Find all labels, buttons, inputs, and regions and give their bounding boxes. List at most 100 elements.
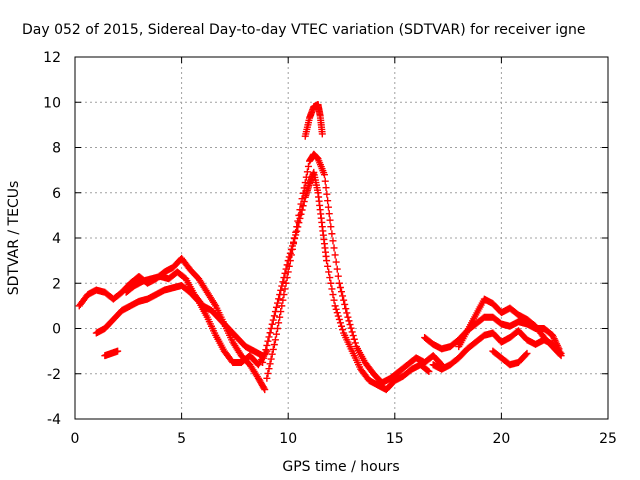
data-point — [265, 333, 273, 341]
series-track-g — [301, 101, 326, 140]
data-point — [334, 272, 342, 280]
data-point — [267, 325, 275, 332]
data-point — [261, 350, 269, 358]
data-point — [556, 351, 564, 359]
data-point — [425, 367, 433, 375]
y-tick-label: 10 — [43, 95, 61, 111]
x-tick-label: 10 — [279, 431, 297, 447]
data-point — [342, 305, 350, 313]
y-tick-label: 6 — [52, 186, 61, 202]
data-point — [279, 296, 287, 304]
data-point — [323, 257, 331, 265]
x-tick-labels: 0 5 10 15 20 25 — [71, 431, 617, 447]
data-points-layer — [75, 101, 565, 394]
x-tick-label: 5 — [177, 431, 186, 447]
data-point — [264, 369, 272, 377]
data-point — [265, 365, 273, 373]
data-point — [269, 345, 277, 353]
data-point — [328, 230, 336, 238]
data-point — [276, 313, 284, 321]
data-point — [298, 195, 306, 203]
data-point — [424, 367, 432, 375]
x-tick-label: 25 — [599, 431, 617, 447]
data-point — [304, 162, 312, 170]
data-point — [321, 177, 329, 185]
data-point — [338, 288, 345, 296]
data-point — [324, 262, 332, 270]
data-point — [348, 328, 356, 336]
data-point — [346, 321, 354, 329]
data-point — [338, 322, 345, 330]
y-tick-label: 2 — [52, 276, 61, 292]
data-point — [343, 309, 351, 317]
data-point — [296, 206, 304, 214]
data-point — [333, 309, 341, 317]
data-point — [330, 296, 338, 304]
ticks-layer — [74, 56, 609, 420]
data-point — [281, 285, 289, 293]
data-point — [351, 339, 359, 347]
data-point — [339, 292, 347, 300]
y-tick-label: -4 — [47, 412, 61, 428]
data-point — [341, 300, 349, 308]
data-point — [267, 355, 275, 363]
data-point — [336, 319, 344, 327]
data-point — [331, 302, 339, 310]
grid-layer — [75, 57, 608, 419]
data-point — [278, 302, 286, 310]
chart-title: Day 052 of 2015, Sidereal Day-to-day VTE… — [22, 22, 585, 38]
data-point — [260, 384, 268, 392]
data-point — [318, 130, 326, 138]
data-point — [335, 279, 343, 287]
y-tick-label: 8 — [52, 141, 61, 157]
data-point — [325, 268, 333, 276]
data-point — [324, 197, 332, 205]
data-point — [271, 336, 279, 344]
y-tick-labels: -4 -2 0 2 4 6 8 10 12 — [43, 50, 61, 428]
data-point — [333, 265, 341, 273]
data-point — [284, 268, 292, 276]
series-track-j — [455, 295, 565, 360]
data-point — [272, 303, 280, 311]
data-point — [270, 312, 278, 320]
data-point — [323, 190, 331, 198]
data-point — [275, 295, 283, 303]
data-point — [324, 203, 332, 211]
data-point — [262, 346, 270, 354]
data-point — [345, 317, 353, 325]
data-point — [335, 315, 343, 323]
data-point — [277, 286, 285, 294]
data-point — [268, 350, 276, 358]
data-point — [291, 234, 299, 242]
y-tick-label: 12 — [43, 50, 61, 66]
x-tick-label: 0 — [71, 431, 80, 447]
series-track-d — [101, 347, 122, 360]
data-point — [523, 349, 531, 357]
data-point — [320, 171, 328, 179]
data-point — [344, 313, 352, 321]
x-tick-label: 15 — [386, 431, 404, 447]
x-tick-label: 20 — [492, 431, 510, 447]
data-point — [277, 308, 285, 316]
data-point — [266, 329, 274, 337]
data-point — [297, 200, 305, 208]
data-point — [301, 179, 309, 187]
data-point — [331, 251, 339, 259]
data-point — [293, 223, 301, 231]
data-point — [285, 262, 293, 270]
data-point — [266, 360, 274, 368]
data-point — [292, 228, 300, 236]
data-point — [283, 274, 291, 282]
data-point — [350, 335, 358, 343]
data-point — [269, 316, 277, 324]
data-point — [274, 325, 282, 332]
data-point — [522, 351, 530, 359]
series-track-i — [429, 327, 565, 373]
data-point — [295, 211, 303, 219]
y-tick-label: 4 — [52, 231, 61, 247]
y-axis-label: SDTVAR / TECUs — [6, 181, 22, 296]
data-point — [332, 258, 340, 266]
data-point — [294, 217, 302, 225]
data-point — [326, 274, 334, 282]
